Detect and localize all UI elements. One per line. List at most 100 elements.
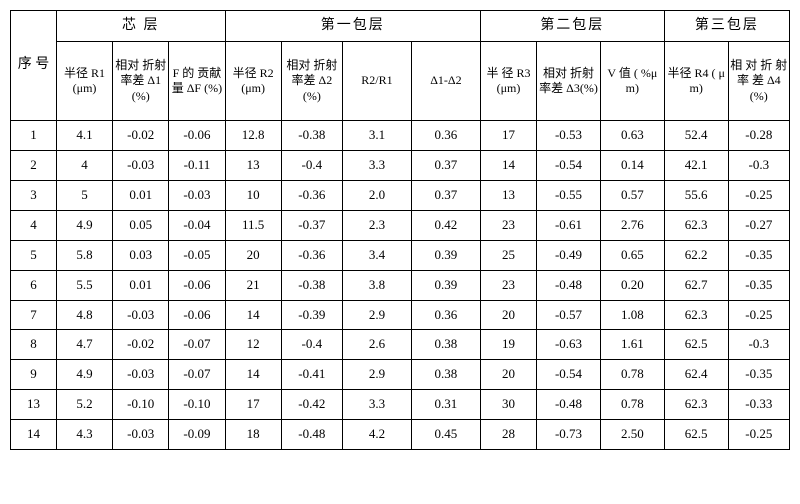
table-row: 94.9-0.03-0.0714-0.412.90.3820-0.540.786… — [11, 360, 790, 390]
cell-d4: -0.35 — [728, 360, 789, 390]
cell-r4: 42.1 — [664, 151, 728, 181]
cell-d1d2: 0.36 — [411, 121, 480, 151]
table-body: 14.1-0.02-0.0612.8-0.383.10.3617-0.530.6… — [11, 121, 790, 450]
table-row: 24-0.03-0.1113-0.43.30.3714-0.540.1442.1… — [11, 151, 790, 181]
cell-df: -0.10 — [169, 390, 225, 420]
cell-d2: -0.42 — [281, 390, 342, 420]
header-d4: 相 对 折 射 率 差 Δ4(%) — [728, 42, 789, 121]
cell-d1d2: 0.39 — [411, 240, 480, 270]
cell-r1: 4 — [56, 151, 112, 181]
cell-d3: -0.49 — [537, 240, 601, 270]
cell-d1d2: 0.38 — [411, 360, 480, 390]
table-header: 序 号 芯 层 第一包层 第二包层 第三包层 半径 R1 (μm) 相对 折射 … — [11, 11, 790, 121]
cell-r2: 12.8 — [225, 121, 281, 151]
cell-d1d2: 0.36 — [411, 300, 480, 330]
cell-d2: -0.4 — [281, 330, 342, 360]
cell-d1: -0.02 — [113, 121, 169, 151]
cell-d1: -0.03 — [113, 151, 169, 181]
table-row: 84.7-0.02-0.0712-0.42.60.3819-0.631.6162… — [11, 330, 790, 360]
cell-d1d2: 0.37 — [411, 180, 480, 210]
cell-r4: 62.3 — [664, 390, 728, 420]
cell-d2: -0.38 — [281, 270, 342, 300]
table-row: 14.1-0.02-0.0612.8-0.383.10.3617-0.530.6… — [11, 121, 790, 151]
cell-vval: 1.08 — [600, 300, 664, 330]
cell-r2r1: 2.3 — [342, 210, 411, 240]
cell-r2r1: 2.6 — [342, 330, 411, 360]
cell-d1: -0.02 — [113, 330, 169, 360]
cell-d1: 0.01 — [113, 270, 169, 300]
header-r2r1: R2/R1 — [342, 42, 411, 121]
cell-r2: 20 — [225, 240, 281, 270]
cell-r3: 25 — [480, 240, 536, 270]
cell-d1: 0.05 — [113, 210, 169, 240]
cell-vval: 0.20 — [600, 270, 664, 300]
cell-r2r1: 2.9 — [342, 300, 411, 330]
cell-df: -0.06 — [169, 121, 225, 151]
cell-df: -0.06 — [169, 270, 225, 300]
cell-vval: 2.50 — [600, 420, 664, 450]
cell-r3: 30 — [480, 390, 536, 420]
cell-seq: 14 — [11, 420, 57, 450]
cell-d2: -0.36 — [281, 180, 342, 210]
cell-df: -0.07 — [169, 330, 225, 360]
cell-r3: 20 — [480, 360, 536, 390]
cell-d3: -0.54 — [537, 360, 601, 390]
header-d3: 相对 折射 率差 Δ3(%) — [537, 42, 601, 121]
cell-r4: 62.2 — [664, 240, 728, 270]
cell-d2: -0.4 — [281, 151, 342, 181]
cell-r1: 5.8 — [56, 240, 112, 270]
cell-seq: 5 — [11, 240, 57, 270]
cell-r2r1: 3.1 — [342, 121, 411, 151]
cell-d2: -0.48 — [281, 420, 342, 450]
cell-d2: -0.39 — [281, 300, 342, 330]
cell-d3: -0.55 — [537, 180, 601, 210]
cell-r2r1: 3.3 — [342, 151, 411, 181]
cell-d4: -0.35 — [728, 240, 789, 270]
cell-seq: 6 — [11, 270, 57, 300]
cell-r3: 19 — [480, 330, 536, 360]
header-group-core: 芯 层 — [56, 11, 225, 42]
cell-d1d2: 0.31 — [411, 390, 480, 420]
cell-d3: -0.48 — [537, 270, 601, 300]
cell-d2: -0.41 — [281, 360, 342, 390]
cell-r4: 62.5 — [664, 420, 728, 450]
cell-r1: 4.9 — [56, 210, 112, 240]
cell-d1: -0.03 — [113, 360, 169, 390]
header-r3: 半 径 R3 (μm) — [480, 42, 536, 121]
cell-r1: 5.2 — [56, 390, 112, 420]
cell-seq: 9 — [11, 360, 57, 390]
cell-r3: 23 — [480, 210, 536, 240]
cell-d2: -0.38 — [281, 121, 342, 151]
cell-d3: -0.61 — [537, 210, 601, 240]
cell-r2: 17 — [225, 390, 281, 420]
cell-r1: 5 — [56, 180, 112, 210]
cell-r2r1: 2.0 — [342, 180, 411, 210]
header-group-clad3: 第三包层 — [664, 11, 789, 42]
cell-r4: 62.7 — [664, 270, 728, 300]
cell-d1: 0.01 — [113, 180, 169, 210]
header-d1d2: Δ1-Δ2 — [411, 42, 480, 121]
cell-vval: 0.63 — [600, 121, 664, 151]
cell-r1: 4.3 — [56, 420, 112, 450]
table-row: 144.3-0.03-0.0918-0.484.20.4528-0.732.50… — [11, 420, 790, 450]
cell-r2r1: 3.4 — [342, 240, 411, 270]
cell-r3: 13 — [480, 180, 536, 210]
cell-r1: 4.9 — [56, 360, 112, 390]
cell-d4: -0.25 — [728, 180, 789, 210]
cell-df: -0.11 — [169, 151, 225, 181]
cell-d4: -0.35 — [728, 270, 789, 300]
cell-r4: 62.4 — [664, 360, 728, 390]
cell-d4: -0.3 — [728, 330, 789, 360]
cell-d3: -0.63 — [537, 330, 601, 360]
data-table: 序 号 芯 层 第一包层 第二包层 第三包层 半径 R1 (μm) 相对 折射 … — [10, 10, 790, 450]
cell-seq: 4 — [11, 210, 57, 240]
cell-d4: -0.3 — [728, 151, 789, 181]
cell-df: -0.09 — [169, 420, 225, 450]
cell-d1d2: 0.39 — [411, 270, 480, 300]
cell-df: -0.06 — [169, 300, 225, 330]
cell-vval: 0.78 — [600, 360, 664, 390]
cell-r1: 4.8 — [56, 300, 112, 330]
cell-d4: -0.28 — [728, 121, 789, 151]
header-df: F 的 贡献 量 ΔF (%) — [169, 42, 225, 121]
header-r1: 半径 R1 (μm) — [56, 42, 112, 121]
